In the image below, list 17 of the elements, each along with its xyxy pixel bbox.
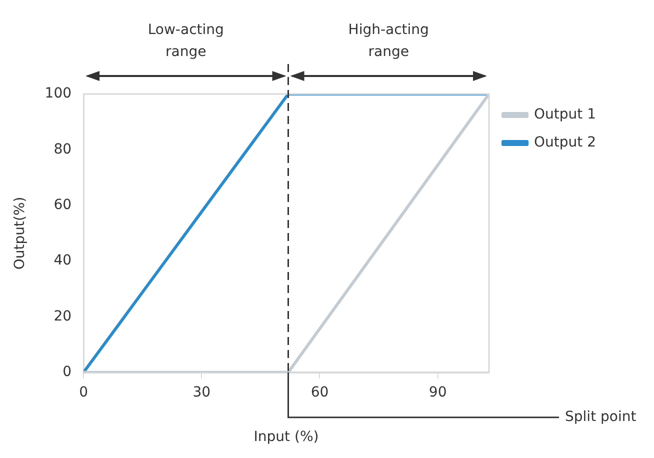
y-axis-title: Output(%): [12, 196, 28, 270]
x-tick-label: 60: [310, 384, 329, 400]
legend-label: Output 1: [534, 106, 596, 123]
x-tick-label: 30: [192, 384, 211, 400]
text: Low-acting range: [148, 22, 224, 60]
x-tick-label: 0: [79, 384, 88, 400]
x-axis-title: Input (%): [254, 429, 319, 446]
y-tick-label: 20: [54, 308, 72, 324]
text: High-acting range: [348, 22, 429, 60]
y-tick-label: 100: [44, 86, 72, 102]
x-tick-label: 90: [428, 384, 447, 400]
y-tick-label: 80: [54, 141, 72, 158]
y-tick-label: 60: [54, 197, 72, 213]
y-tick-label: 0: [62, 364, 72, 380]
ref-line-label: Split point: [565, 409, 637, 426]
y-tick-label: 40: [54, 252, 72, 269]
legend-label: Output 2: [534, 134, 596, 151]
